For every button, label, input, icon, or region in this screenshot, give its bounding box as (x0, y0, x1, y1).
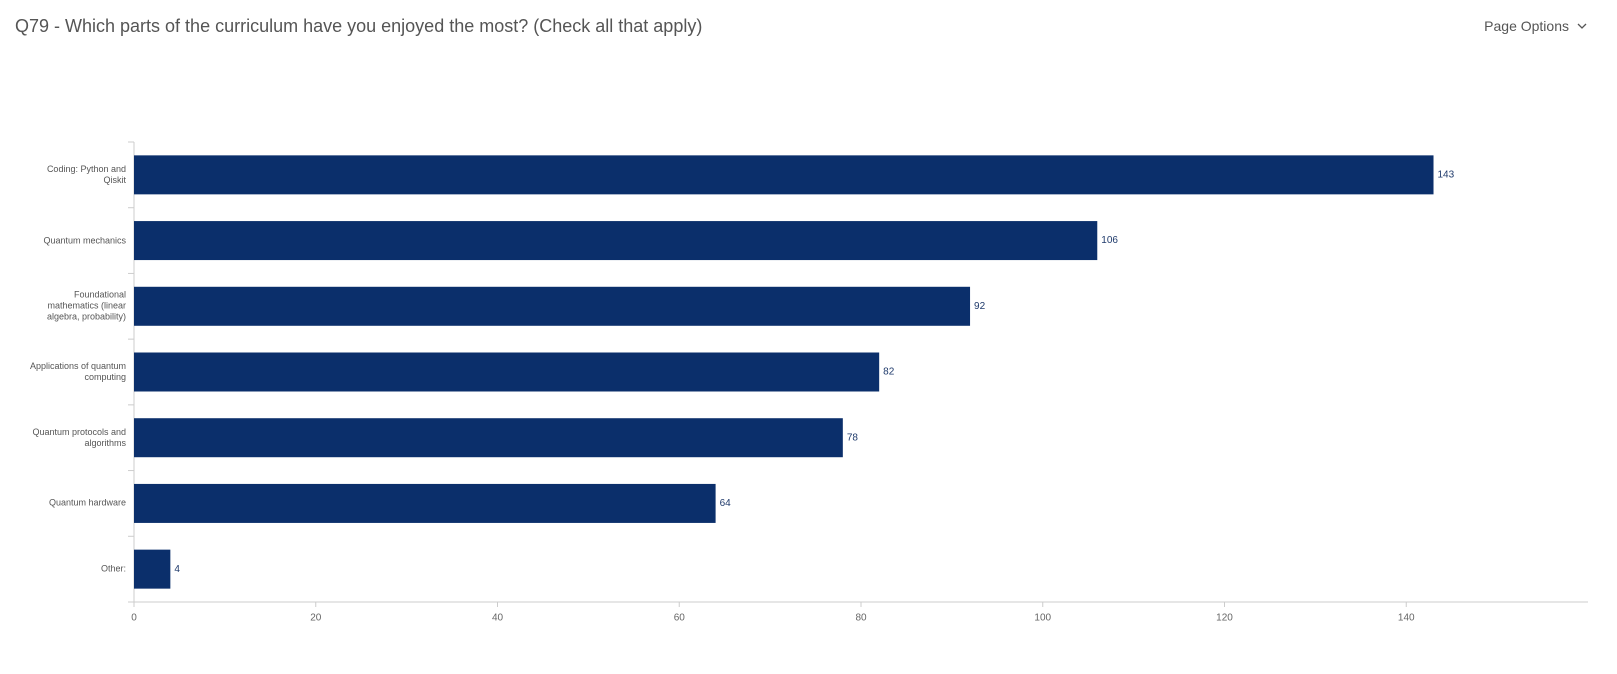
bar (134, 221, 1098, 261)
x-tick-label: 100 (1034, 613, 1051, 624)
bar (134, 352, 880, 392)
page-options-label: Page Options (1484, 18, 1569, 34)
y-tick-label: Other: (100, 563, 126, 574)
x-tick-label: 0 (131, 613, 137, 624)
y-tick-label: Quantum hardware (48, 497, 126, 508)
data-label: 143 (1438, 169, 1455, 180)
data-label: 64 (720, 498, 732, 509)
page-options-button[interactable]: Page Options (1484, 18, 1587, 34)
data-label: 106 (1101, 235, 1118, 246)
x-tick-label: 80 (855, 613, 867, 624)
page-title: Q79 - Which parts of the curriculum have… (15, 16, 703, 36)
bar (134, 155, 1434, 195)
bar (134, 549, 171, 589)
data-label: 4 (174, 564, 180, 575)
x-tick-label: 60 (674, 613, 686, 624)
bar (134, 483, 716, 523)
bar (134, 418, 843, 458)
y-tick-label: Coding: Python and Qiskit (46, 163, 126, 185)
x-tick-label: 20 (310, 613, 322, 624)
bar (134, 286, 971, 326)
x-tick-label: 40 (492, 613, 504, 624)
x-tick-label: 120 (1216, 613, 1233, 624)
data-label: 82 (883, 367, 895, 378)
data-label: 92 (974, 301, 986, 312)
x-tick-label: 140 (1398, 613, 1415, 624)
y-tick-label: Applications of quantum computing (29, 361, 126, 382)
y-tick-label: Quantum mechanics (43, 235, 126, 246)
chevron-icon (1577, 23, 1587, 29)
y-tick-label: Foundational mathematics (linear algebra… (46, 289, 126, 322)
y-tick-label: Quantum protocols and algorithms (32, 426, 126, 448)
data-label: 78 (847, 432, 859, 443)
